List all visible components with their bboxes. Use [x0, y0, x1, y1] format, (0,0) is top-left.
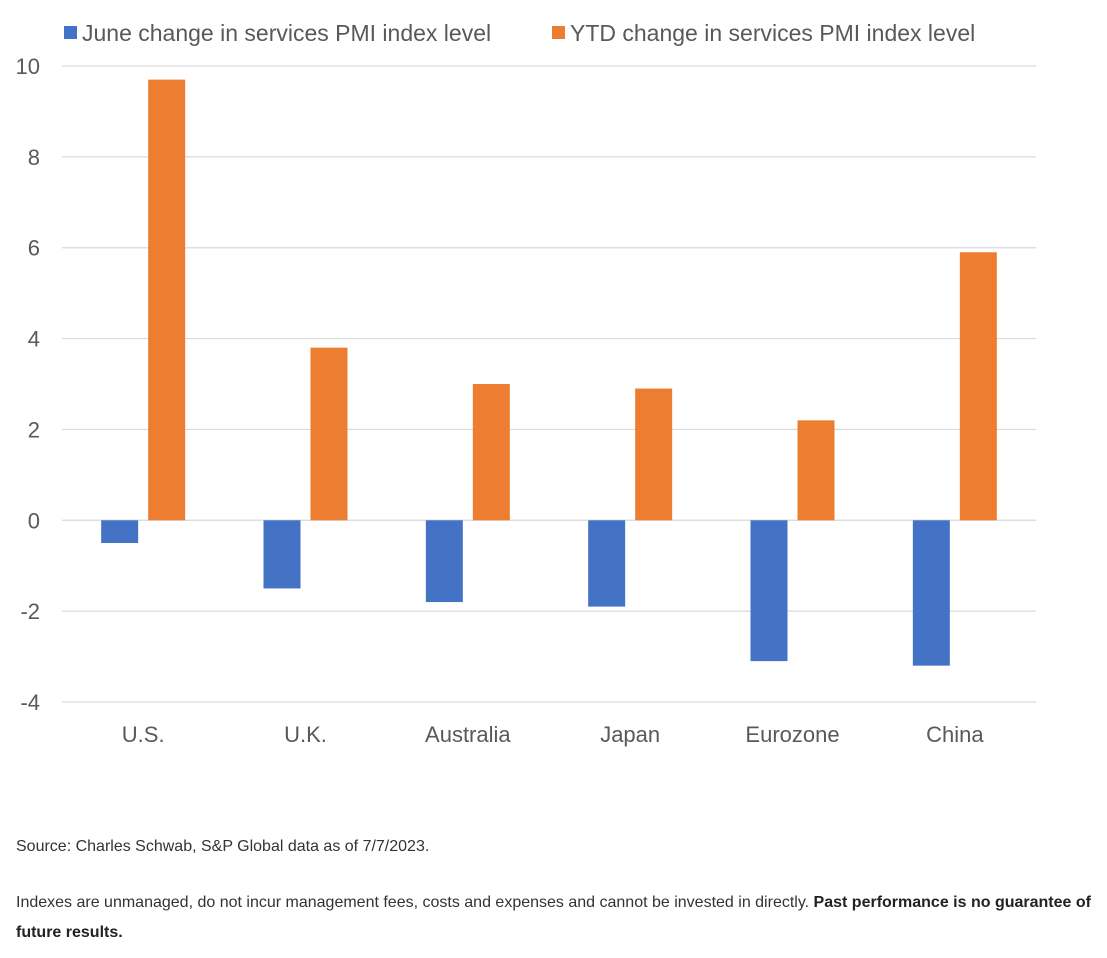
bar-june-japan — [588, 520, 626, 607]
disclaimer: Indexes are unmanaged, do not incur mana… — [16, 888, 1106, 948]
y-tick-label: 0 — [28, 508, 40, 533]
bar-ytd-eurozone — [797, 420, 835, 521]
x-tick-label: U.K. — [284, 722, 327, 747]
bar-june-australia — [425, 520, 463, 603]
bar-june-china — [912, 520, 950, 666]
y-tick-label: 10 — [16, 54, 40, 79]
y-tick-label: -2 — [20, 599, 40, 624]
y-tick-label: 4 — [28, 327, 40, 352]
bar-ytd-australia — [472, 384, 510, 521]
y-axis-ticks: 10 8 6 4 2 0 -2 -4 — [16, 54, 40, 715]
bar-june-uk — [263, 520, 301, 589]
disclaimer-text: Indexes are unmanaged, do not incur mana… — [16, 894, 810, 911]
x-tick-label: U.S. — [122, 722, 165, 747]
y-tick-label: 6 — [28, 236, 40, 261]
bar-ytd-uk — [310, 347, 348, 521]
legend-swatch-ytd — [552, 26, 565, 39]
source-note: Source: Charles Schwab, S&P Global data … — [16, 838, 430, 855]
bar-ytd-china — [959, 252, 997, 521]
bar-june-eurozone — [750, 520, 788, 662]
bar-ytd-us — [148, 79, 186, 521]
legend-swatch-june — [64, 26, 77, 39]
x-tick-label: Australia — [425, 722, 511, 747]
x-tick-label: China — [926, 722, 984, 747]
x-tick-label: Japan — [600, 722, 660, 747]
y-tick-label: 8 — [28, 145, 40, 170]
gridlines — [62, 65, 1036, 703]
y-tick-label: -4 — [20, 690, 40, 715]
bars — [101, 79, 997, 666]
bar-june-us — [101, 520, 139, 543]
legend-label-june: June change in services PMI index level — [82, 20, 491, 46]
x-tick-label: Eurozone — [745, 722, 839, 747]
bar-ytd-japan — [635, 388, 673, 521]
x-axis-ticks: U.S. U.K. Australia Japan Eurozone China — [122, 722, 985, 747]
y-tick-label: 2 — [28, 417, 40, 442]
legend: June change in services PMI index level … — [64, 20, 975, 46]
disclaimer-bold: Past performance is no guarantee of futu… — [16, 894, 1091, 941]
legend-label-ytd: YTD change in services PMI index level — [570, 20, 975, 46]
bar-chart: 10 8 6 4 2 0 -2 -4 U.S. U.K. Australia Japan Eurozo… — [16, 20, 1036, 747]
